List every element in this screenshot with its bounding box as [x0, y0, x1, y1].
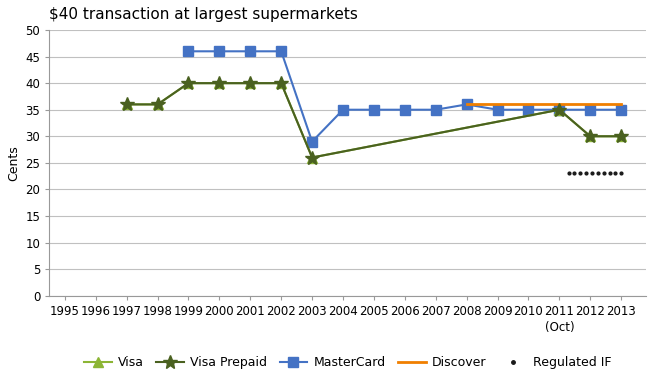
Discover	[463, 102, 471, 106]
Visa	[153, 102, 161, 106]
Y-axis label: Cents: Cents	[7, 145, 20, 181]
Text: $40 transaction at largest supermarkets: $40 transaction at largest supermarkets	[49, 7, 359, 22]
Visa	[123, 102, 131, 106]
Visa Prepaid	[278, 81, 286, 85]
Discover	[525, 102, 533, 106]
Visa Prepaid	[586, 134, 594, 139]
Visa Prepaid	[153, 102, 161, 106]
Visa Prepaid	[555, 108, 563, 112]
Line: MasterCard: MasterCard	[184, 47, 626, 146]
Line: Visa: Visa	[122, 78, 626, 162]
MasterCard	[586, 108, 594, 112]
MasterCard	[555, 108, 563, 112]
Visa	[278, 81, 286, 85]
Discover	[586, 102, 594, 106]
Visa	[185, 81, 193, 85]
Visa Prepaid	[618, 134, 625, 139]
Visa Prepaid	[123, 102, 131, 106]
Legend: Visa, Visa Prepaid, MasterCard, Discover, Regulated IF: Visa, Visa Prepaid, MasterCard, Discover…	[79, 351, 616, 374]
Visa Prepaid	[185, 81, 193, 85]
Visa Prepaid	[308, 155, 316, 160]
Visa	[308, 155, 316, 160]
MasterCard	[308, 139, 316, 144]
MasterCard	[185, 49, 193, 53]
Visa Prepaid	[215, 81, 223, 85]
MasterCard	[401, 108, 409, 112]
Visa	[215, 81, 223, 85]
MasterCard	[278, 49, 286, 53]
Visa	[618, 134, 625, 139]
MasterCard	[493, 108, 501, 112]
MasterCard	[215, 49, 223, 53]
Discover	[555, 102, 563, 106]
MasterCard	[246, 49, 254, 53]
MasterCard	[370, 108, 378, 112]
MasterCard	[339, 108, 347, 112]
Text: (Oct): (Oct)	[544, 321, 574, 334]
Discover	[618, 102, 625, 106]
Visa	[555, 108, 563, 112]
Visa	[246, 81, 254, 85]
MasterCard	[618, 108, 625, 112]
Discover	[493, 102, 501, 106]
MasterCard	[525, 108, 533, 112]
Visa	[586, 134, 594, 139]
MasterCard	[432, 108, 440, 112]
Line: Visa Prepaid: Visa Prepaid	[120, 76, 628, 164]
Visa Prepaid	[246, 81, 254, 85]
MasterCard	[463, 102, 471, 106]
